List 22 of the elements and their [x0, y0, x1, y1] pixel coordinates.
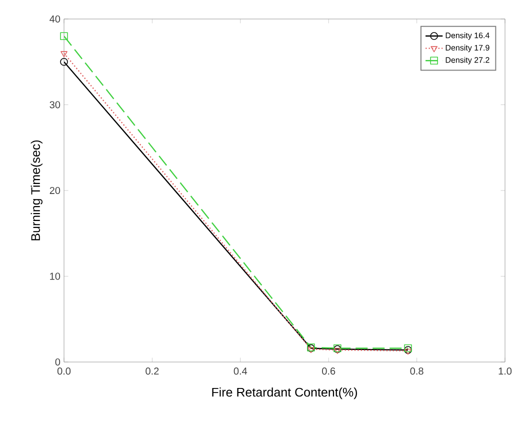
y-axis-title: Burning Time(sec)	[30, 140, 42, 240]
point	[60, 51, 68, 58]
point	[404, 348, 412, 355]
x-tick-label: 0.8	[410, 368, 424, 375]
point	[60, 32, 68, 40]
legend-label: Density 16.4	[446, 32, 490, 40]
point	[334, 348, 341, 354]
x-tick-label: 0.4	[234, 368, 248, 375]
y-tick-label: 0	[55, 358, 60, 366]
x-tick-label: 1.0	[498, 368, 512, 375]
y-tick-label: 20	[50, 186, 60, 194]
point	[60, 58, 68, 66]
legend-label: Density 27.2	[446, 56, 490, 64]
x-tick-label: 0.6	[322, 368, 336, 375]
y-tick-label: 30	[50, 101, 60, 108]
x-axis-title: Fire Retardant Content(%)	[212, 387, 357, 400]
x-tick-label: 0.0	[57, 368, 71, 375]
y-tick-label: 40	[50, 15, 60, 23]
point	[308, 346, 314, 354]
x-tick-label: 0.2	[146, 368, 159, 375]
legend-label: Density 17.9	[446, 44, 490, 52]
y-tick-label: 10	[50, 272, 60, 280]
